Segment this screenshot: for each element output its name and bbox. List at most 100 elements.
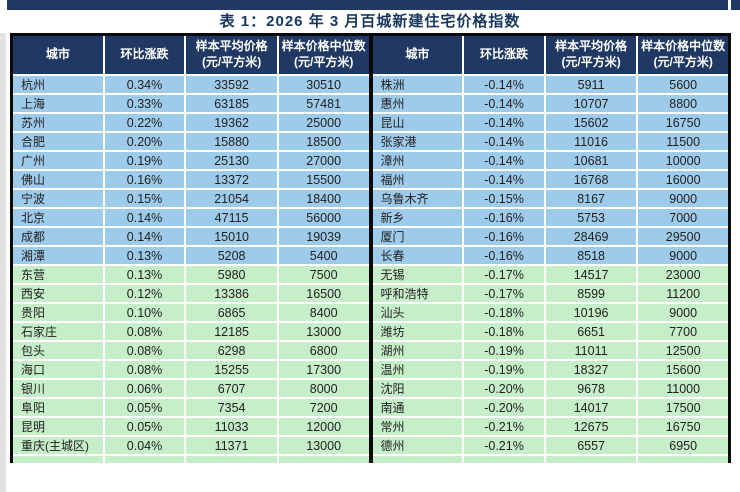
city-cell: 潍坊: [372, 322, 465, 342]
change-cell: 0.33%: [103, 94, 187, 114]
header-row: 城市 环比涨跌 样本平均价格 (元/平方米) 样本价格中位数 (元/平方米): [13, 36, 369, 76]
median-price-cell: 7200: [277, 398, 369, 418]
table-row: 昆明 0.05% 11033 12000: [13, 417, 369, 437]
median-price-cell: 12000: [277, 417, 369, 437]
change-cell: 0.13%: [103, 246, 187, 266]
median-price-cell: 5400: [277, 246, 369, 266]
median-price-cell: 7000: [637, 208, 728, 228]
avg-price-cell: 15880: [185, 132, 279, 152]
table-row: 无锡 -0.17% 14517 23000: [372, 265, 728, 285]
change-cell: 0.06%: [103, 379, 187, 399]
avg-price-cell: 47115: [185, 208, 279, 228]
change-cell: 0.16%: [103, 170, 187, 190]
median-price-cell: 11200: [637, 284, 728, 304]
table-row: 呼和浩特 -0.17% 8599 11200: [372, 284, 728, 304]
median-price-cell: 6800: [277, 341, 369, 361]
median-price-cell: 5600: [637, 75, 728, 95]
avg-price-cell: 10707: [544, 94, 639, 114]
median-price-cell: 18400: [277, 189, 369, 209]
change-cell: 0.08%: [103, 341, 187, 361]
table-row: 福州 -0.14% 16768 16000: [372, 170, 728, 190]
change-cell: -0.20%: [463, 379, 546, 399]
col-header-avg-price: 样本平均价格 (元/平方米): [185, 36, 279, 76]
table-row: 贵阳 0.10% 6865 8400: [13, 303, 369, 323]
avg-price-cell: 10681: [544, 151, 639, 171]
avg-price-cell: 6651: [544, 322, 639, 342]
table-row: 阜阳 0.05% 7354 7200: [13, 398, 369, 418]
table-row: 包头 0.08% 6298 6800: [13, 341, 369, 361]
city-cell: 昆明: [13, 417, 105, 437]
city-cell: 新乡: [372, 208, 465, 228]
table-row: 沈阳 -0.20% 9678 11000: [372, 379, 728, 399]
city-cell: 苏州: [13, 113, 105, 133]
change-cell: -0.14%: [463, 94, 546, 114]
table-row: 东营 0.13% 5980 7500: [13, 265, 369, 285]
table-row: 银川 0.06% 6707 8000: [13, 379, 369, 399]
change-cell: 0.15%: [103, 189, 187, 209]
right-table-header: 城市 环比涨跌 样本平均价格 (元/平方米) 样本价格中位数 (元/平方米): [372, 36, 728, 76]
table-row: 南通 -0.20% 14017 17500: [372, 398, 728, 418]
table-row: 长春 -0.16% 8518 9000: [372, 246, 728, 266]
median-price-cell: 57481: [277, 94, 369, 114]
table-row: 广州 0.19% 25130 27000: [13, 151, 369, 171]
median-price-cell: 27000: [277, 151, 369, 171]
median-price-cell: 9000: [637, 189, 728, 209]
change-cell: -0.16%: [463, 208, 546, 228]
avg-price-cell: 63185: [185, 94, 279, 114]
col-header-city-label: 城市: [45, 47, 70, 62]
col-header-median-price: 样本价格中位数 (元/平方米): [277, 36, 369, 76]
table-row: 佛山 0.16% 13372 15500: [13, 170, 369, 190]
median-price-cell: 29500: [637, 227, 728, 247]
median-price-cell: 8800: [637, 94, 728, 114]
change-cell: 0.08%: [103, 360, 187, 380]
avg-price-cell: 15602: [544, 113, 639, 133]
col-header-city: 城市: [372, 36, 465, 76]
city-cell: 福州: [372, 170, 465, 190]
city-cell: 东营: [13, 265, 105, 285]
col-header-change-label: 环比涨跌: [480, 47, 529, 62]
clipped-cell: [637, 455, 728, 463]
median-price-cell: 7700: [637, 322, 728, 342]
price-index-table: 城市 环比涨跌 样本平均价格 (元/平方米) 样本价格中位数 (元/平方米) 杭州 0…: [10, 33, 731, 463]
median-price-cell: 19039: [277, 227, 369, 247]
table-row: 漳州 -0.14% 10681 10000: [372, 151, 728, 171]
table-row: 湘潭 0.13% 5208 5400: [13, 246, 369, 266]
change-cell: 0.10%: [103, 303, 187, 323]
col-header-city: 城市: [13, 36, 105, 76]
table-row: 汕头 -0.18% 10196 9000: [372, 303, 728, 323]
median-price-cell: 16500: [277, 284, 369, 304]
col-header-avg-unit: (元/平方米): [201, 55, 262, 69]
avg-price-cell: 8167: [544, 189, 639, 209]
change-cell: -0.14%: [463, 170, 546, 190]
table-row: 湖州 -0.19% 11011 12500: [372, 341, 728, 361]
city-cell: 德州: [372, 436, 465, 456]
table-row: 石家庄 0.08% 12185 13000: [13, 322, 369, 342]
city-cell: 乌鲁木齐: [372, 189, 465, 209]
median-price-cell: 12500: [637, 341, 728, 361]
city-cell: 无锡: [372, 265, 465, 285]
city-cell: 贵阳: [13, 303, 105, 323]
change-cell: 0.04%: [103, 436, 187, 456]
table-row: 昆山 -0.14% 15602 16750: [372, 113, 728, 133]
change-cell: -0.19%: [463, 341, 546, 361]
avg-price-cell: 5980: [185, 265, 279, 285]
median-price-cell: 8000: [277, 379, 369, 399]
city-cell: 呼和浩特: [372, 284, 465, 304]
city-cell: 汕头: [372, 303, 465, 323]
avg-price-cell: 13372: [185, 170, 279, 190]
median-price-cell: 11000: [637, 379, 728, 399]
median-price-cell: 16000: [637, 170, 728, 190]
median-price-cell: 10000: [637, 151, 728, 171]
col-header-avg-unit: (元/平方米): [561, 55, 621, 69]
city-cell: 温州: [372, 360, 465, 380]
table-row: 株洲 -0.14% 5911 5600: [372, 75, 728, 95]
avg-price-cell: 16768: [544, 170, 639, 190]
avg-price-cell: 18327: [544, 360, 639, 380]
clipped-cell: [372, 455, 465, 463]
city-cell: 北京: [13, 208, 105, 228]
table-row: 常州 -0.21% 12675 16750: [372, 417, 728, 437]
avg-price-cell: 5911: [544, 75, 639, 95]
table-row: 上海 0.33% 63185 57481: [13, 94, 369, 114]
table-row: 温州 -0.19% 18327 15600: [372, 360, 728, 380]
left-table-header: 城市 环比涨跌 样本平均价格 (元/平方米) 样本价格中位数 (元/平方米): [13, 36, 369, 76]
